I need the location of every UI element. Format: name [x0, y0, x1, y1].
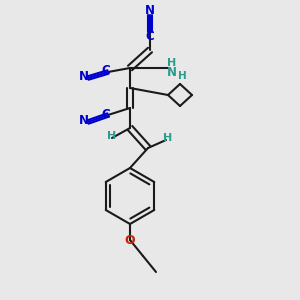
- Text: C: C: [102, 64, 110, 77]
- Text: N: N: [145, 4, 155, 16]
- Text: C: C: [102, 107, 110, 121]
- Text: N: N: [79, 115, 89, 128]
- Text: H: H: [178, 71, 186, 81]
- Text: H: H: [164, 133, 172, 143]
- Text: C: C: [146, 29, 154, 43]
- Text: N: N: [79, 70, 89, 83]
- Text: N: N: [167, 67, 177, 80]
- Text: O: O: [125, 233, 135, 247]
- Text: H: H: [167, 58, 177, 68]
- Text: H: H: [107, 131, 117, 141]
